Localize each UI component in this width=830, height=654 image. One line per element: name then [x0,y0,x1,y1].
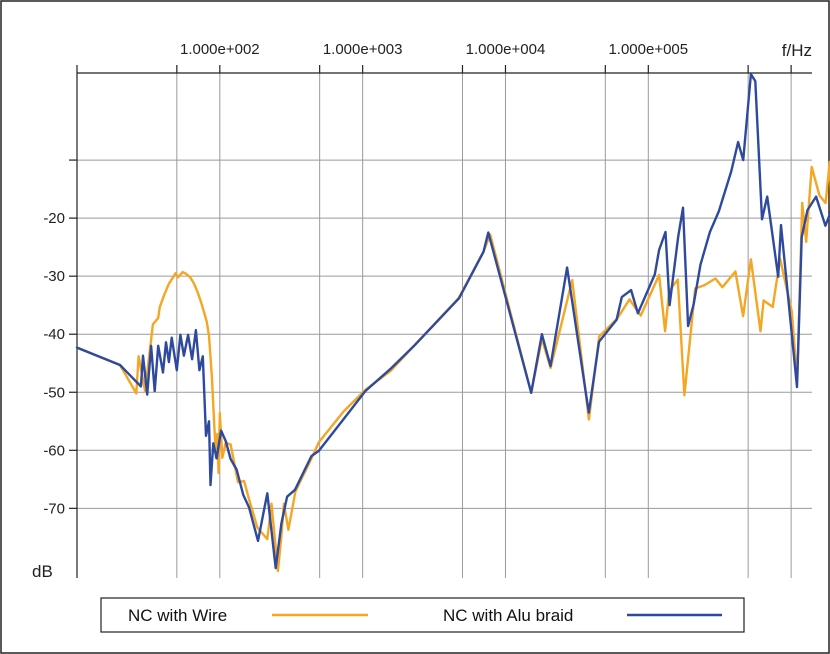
y-tick-label: -50 [43,384,65,401]
x-axis-unit-label: f/Hz [782,41,812,60]
y-axis-unit-label: dB [32,562,53,581]
y-tick-label: -40 [43,326,65,343]
series-line-nc-with-alu-braid [75,73,830,570]
y-tick-label: -20 [43,210,65,227]
legend-label-nc-with-alu-braid: NC with Alu braid [443,606,573,625]
legend-label-nc-with-wire: NC with Wire [128,606,227,625]
x-tick-label: 1.000e+003 [323,41,403,58]
x-tick-label: 1.000e+005 [608,41,688,58]
series-layer [75,73,830,573]
y-tick-layer: -70 -60 -50 -40 -30 -20 [43,159,77,517]
y-tick-label: -30 [43,268,65,285]
x-tick-label: 1.000e+004 [466,41,546,58]
x-tick-label: 1.000e+002 [180,41,260,58]
y-tick-label: -60 [43,442,65,459]
legend: NC with Wire NC with Alu braid [100,597,745,633]
y-tick-label: -70 [43,500,65,517]
x-tick-layer: 1.000e+002 1.000e+003 1.000e+004 1.000e+005 [76,41,792,73]
